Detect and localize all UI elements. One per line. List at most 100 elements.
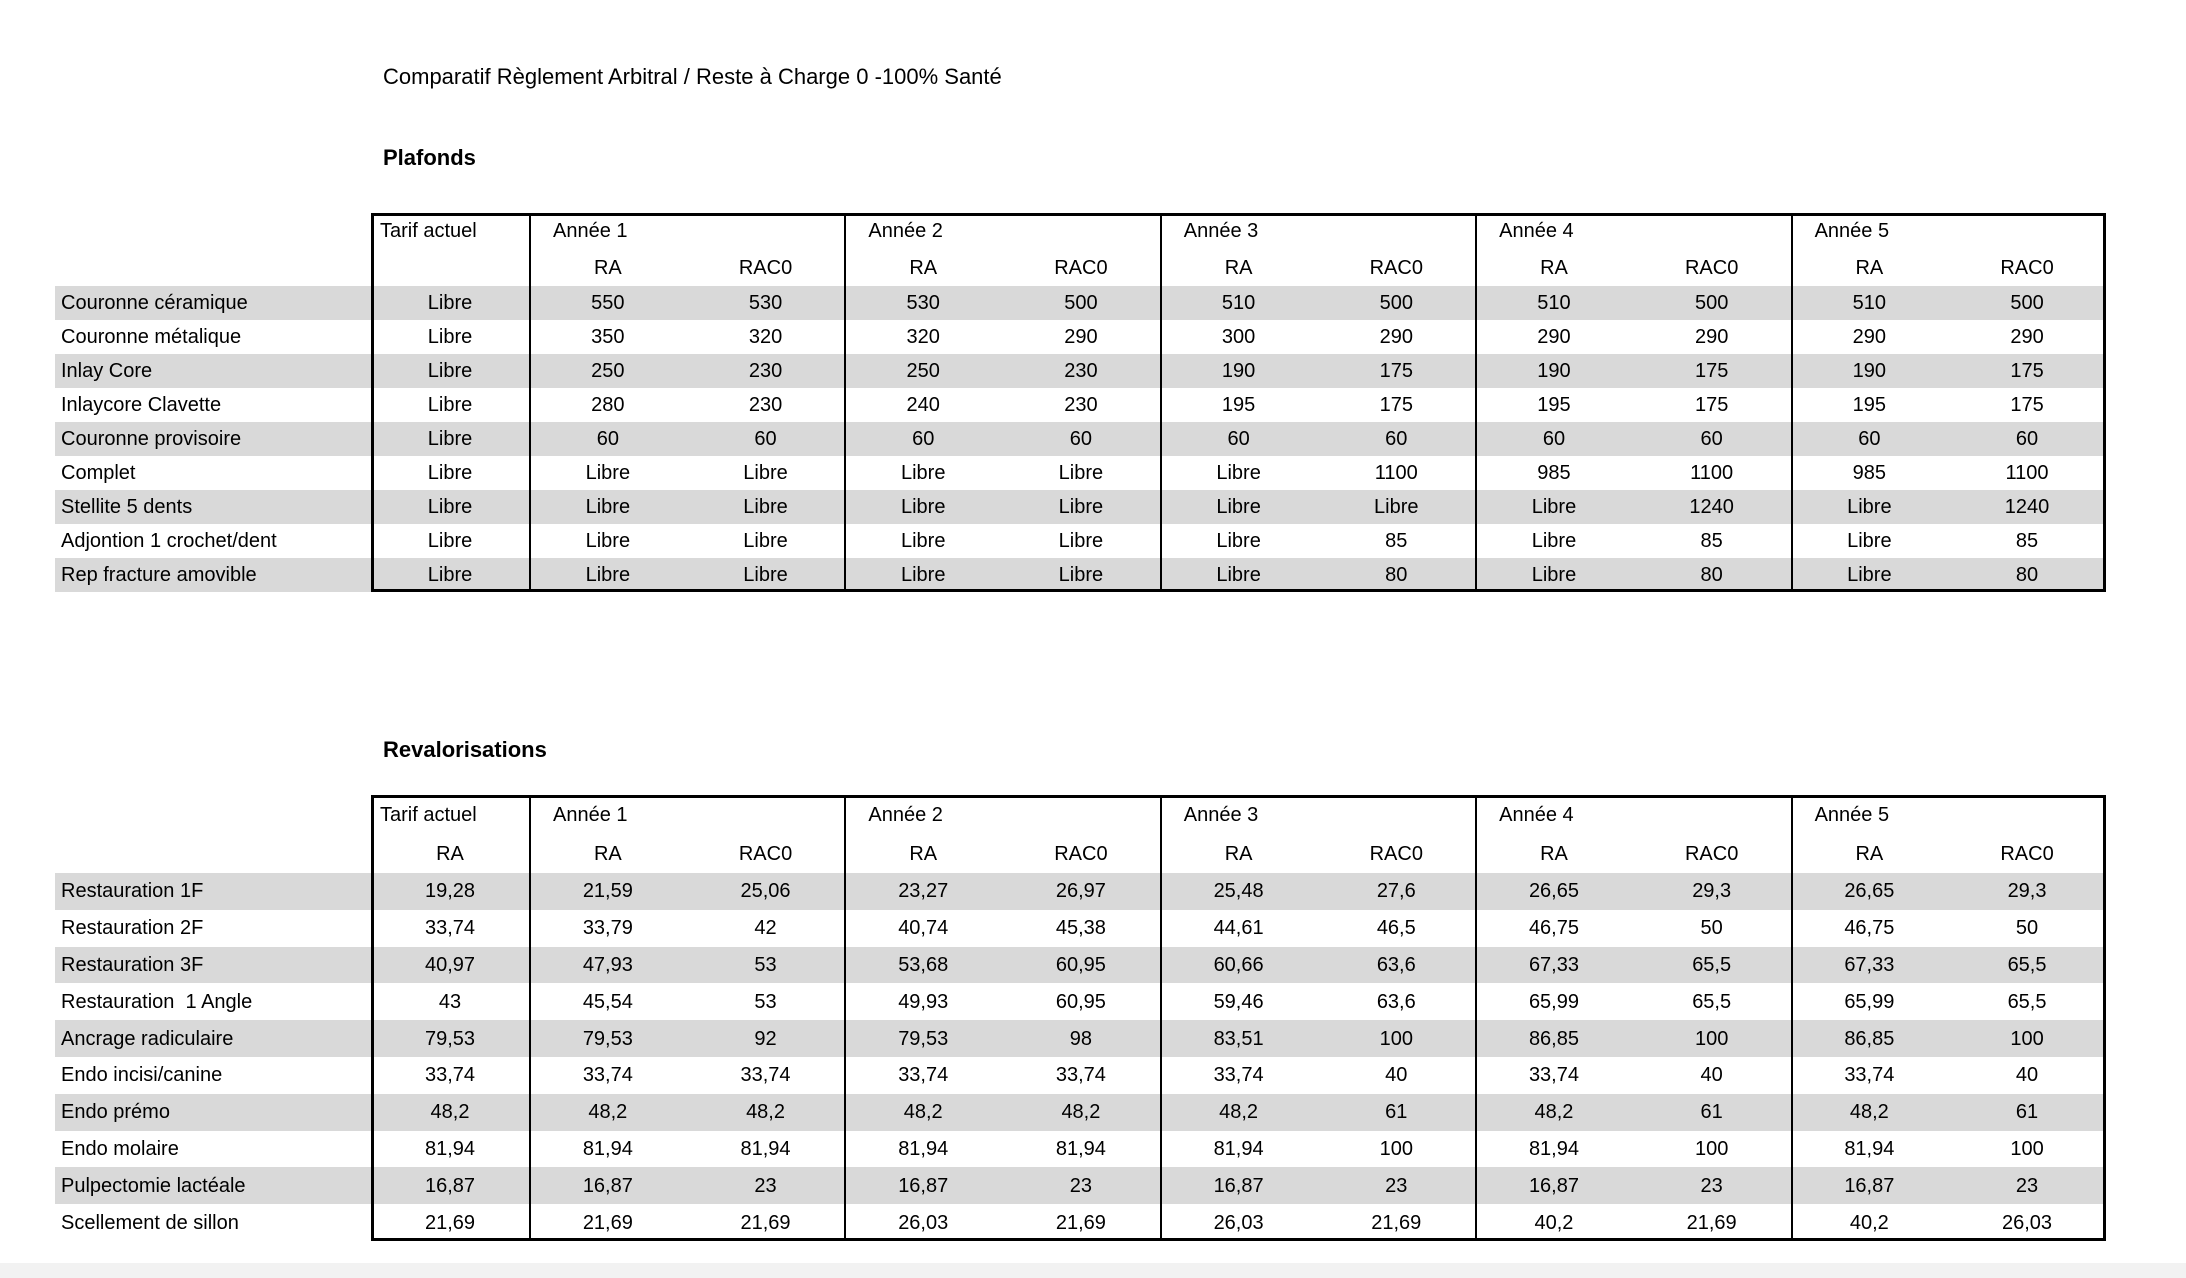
cell-value: Libre <box>585 462 631 484</box>
cell-value: 16,87 <box>582 1174 633 1197</box>
tarif-value: 16,87 <box>424 1174 476 1197</box>
sub-header-rac0-year2: RAC0 <box>1054 842 1108 865</box>
tarif-value: 21,69 <box>424 1211 476 1234</box>
cell-value: 60,95 <box>1055 953 1106 976</box>
cell-value: 290 <box>1379 326 1413 348</box>
cell-value: 175 <box>2010 394 2044 416</box>
table-row: Couronne métalique Libre 350 320 320 290 300 29… <box>55 320 2106 354</box>
cell-value: Libre <box>1216 564 1261 586</box>
cell-value: 100 <box>2010 1137 2044 1160</box>
year-header-2: Année 2 <box>868 220 943 243</box>
cell-value: 510 <box>1537 292 1571 314</box>
cell-value: 48,2 <box>1534 1101 1574 1124</box>
cell-value: 320 <box>906 326 940 348</box>
sub-header-rac0-year4: RAC0 <box>1684 842 1739 865</box>
tarif-value: Libre <box>427 462 473 484</box>
sub-header-rac0-year5: RAC0 <box>2000 842 2054 865</box>
year-header-5: Année 5 <box>1814 220 1890 243</box>
cell-value: 100 <box>2010 1027 2044 1050</box>
tarif-value: Libre <box>427 496 473 518</box>
cell-value: 33,74 <box>582 1064 633 1087</box>
year-header-2: Année 2 <box>868 803 943 826</box>
cell-value: Libre <box>585 530 631 552</box>
cell-value: 175 <box>2010 360 2044 382</box>
table-row: Pulpectomie lactéale 16,87 16,87 23 16,87 23 1… <box>55 1167 2106 1205</box>
cell-value: Libre <box>743 564 788 586</box>
cell-value: 60 <box>1858 428 1881 450</box>
cell-value: 86,85 <box>1528 1027 1579 1050</box>
cell-value: 81,94 <box>1055 1137 1106 1160</box>
table-row: Restauration 1F 19,28 21,59 25,06 23,27 26,97… <box>55 873 2106 910</box>
table-row: Scellement de sillon 21,69 21,69 21,69 26,03… <box>55 1204 2106 1241</box>
cell-value: Libre <box>743 530 788 552</box>
cell-value: 33,79 <box>582 917 633 940</box>
tarif-actuel-header: Tarif actuel <box>380 803 477 826</box>
cell-value: 81,94 <box>1213 1137 1264 1160</box>
cell-value: Libre <box>900 462 946 484</box>
table-header-sub-row: RA RA RAC0 RA RAC0 RA RAC0 RA RAC0 RA RAC0 <box>55 834 2106 873</box>
cell-value: 98 <box>1069 1027 1093 1050</box>
cell-value: 27,6 <box>1376 880 1416 903</box>
cell-value: 61 <box>2015 1101 2039 1124</box>
cell-value: 85 <box>2015 530 2039 552</box>
year-header-1: Année 1 <box>553 803 628 826</box>
cell-value: 44,61 <box>1213 917 1264 940</box>
cell-value: 60 <box>596 428 619 450</box>
table-row: Adjontion 1 crochet/dent Libre Libre Libre L… <box>55 524 2106 558</box>
cell-value: 320 <box>748 326 783 348</box>
cell-value: 26,03 <box>898 1211 949 1234</box>
cell-value: 290 <box>1694 326 1729 348</box>
cell-value: 23 <box>1700 1174 1723 1197</box>
row-label: Restauration 2F <box>61 917 204 940</box>
cell-value: Libre <box>900 496 946 518</box>
cell-value: 280 <box>591 394 625 416</box>
row-label: Couronne céramique <box>61 292 248 314</box>
table-row: Restauration 2F 33,74 33,79 42 40,74 45,38 44,… <box>55 910 2106 947</box>
table-row: Ancrage radiculaire 79,53 79,53 92 79,53 98 83… <box>55 1020 2106 1057</box>
cell-value: Libre <box>1058 564 1104 586</box>
cell-value: 500 <box>1064 292 1098 314</box>
cell-value: 60,95 <box>1055 990 1106 1013</box>
sub-header-ra-year3: RA <box>1224 256 1253 279</box>
cell-value: 50 <box>2015 917 2039 940</box>
tarif-value: Libre <box>427 326 473 348</box>
cell-value: 53 <box>754 990 777 1013</box>
cell-value: 42 <box>754 917 777 940</box>
cell-value: 60 <box>1700 428 1723 450</box>
cell-value: 67,33 <box>1528 953 1579 976</box>
table-row: Restauration 3F 40,97 47,93 53 53,68 60,95 60,… <box>55 946 2106 984</box>
year-header-4: Année 4 <box>1499 220 1574 243</box>
cell-value: 21,69 <box>582 1211 633 1234</box>
cell-value: 60,66 <box>1213 953 1264 976</box>
section-title-revalorisations: Revalorisations <box>383 737 547 762</box>
tarif-value: 40,97 <box>424 953 476 976</box>
cell-value: 985 <box>1537 462 1571 484</box>
cell-value: 80 <box>1700 564 1723 586</box>
cell-value: 230 <box>748 394 783 416</box>
sub-header-rac0-year3: RAC0 <box>1369 842 1423 865</box>
cell-value: 23 <box>1069 1174 1093 1197</box>
sub-header-rac0-year1: RAC0 <box>738 842 793 865</box>
cell-value: 59,46 <box>1213 990 1264 1013</box>
cell-value: 195 <box>1852 394 1887 416</box>
cell-value: 80 <box>1385 564 1408 586</box>
cell-value: 48,2 <box>1849 1101 1889 1124</box>
tarif-value: Libre <box>427 292 473 314</box>
cell-value: 61 <box>1385 1101 1408 1124</box>
cell-value: 81,94 <box>582 1137 633 1160</box>
sub-header-rac0-year1: RAC0 <box>738 256 793 279</box>
cell-value: 61 <box>1700 1101 1723 1124</box>
cell-value: 175 <box>1379 394 1413 416</box>
cell-value: 79,53 <box>898 1027 949 1050</box>
sub-header-rac0-year4: RAC0 <box>1684 256 1739 279</box>
cell-value: 195 <box>1221 394 1256 416</box>
cell-value: 250 <box>906 360 940 382</box>
cell-value: 1100 <box>1690 462 1734 484</box>
cell-value: Libre <box>1847 564 1892 586</box>
cell-value: 25,48 <box>1213 880 1264 903</box>
cell-value: 290 <box>1852 326 1887 348</box>
cell-value: 33,74 <box>1213 1064 1264 1087</box>
cell-value: Libre <box>1531 496 1577 518</box>
year-header-3: Année 3 <box>1183 220 1259 243</box>
cell-value: 100 <box>1694 1027 1729 1050</box>
